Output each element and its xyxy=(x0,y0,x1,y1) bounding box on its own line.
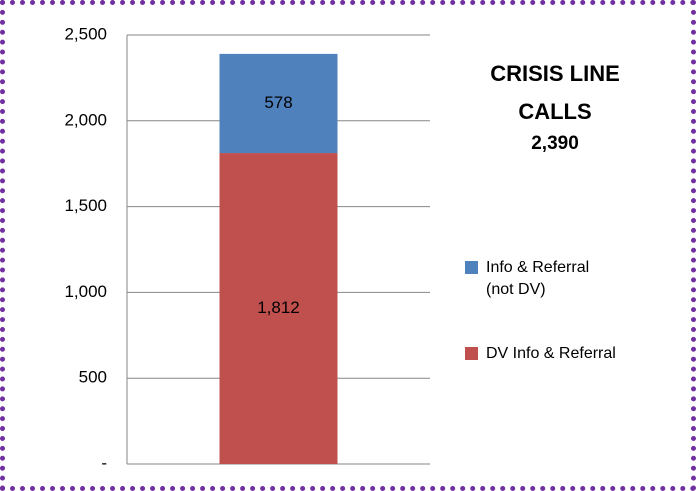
legend-swatch xyxy=(465,261,478,274)
y-tick-label: 500 xyxy=(79,368,107,387)
data-label: 578 xyxy=(264,93,292,112)
data-label: 1,812 xyxy=(257,298,300,317)
chart-title: CRISIS LINE CALLS xyxy=(490,61,620,124)
y-tick-label: 1,500 xyxy=(64,196,107,215)
y-tick-label: - xyxy=(101,453,107,472)
y-tick-label: 2,000 xyxy=(64,110,107,129)
plot: - 500 1,000 1,500 2,000 2,500 1,812 578 xyxy=(64,24,430,472)
legend-label: Info & Referral (not DV) xyxy=(486,259,590,298)
annotation: 2,390 xyxy=(531,133,579,154)
y-tick-label: 1,000 xyxy=(64,282,107,301)
bar-segment xyxy=(219,53,338,154)
legend-label: DV Info & Referral xyxy=(486,345,616,362)
legend-item: DV Info & Referral xyxy=(465,343,621,365)
legend-item: Info & Referral (not DV) xyxy=(465,257,621,301)
legend-swatch xyxy=(465,347,478,360)
bar-segment xyxy=(219,153,338,465)
y-tick-label: 2,500 xyxy=(64,24,107,43)
